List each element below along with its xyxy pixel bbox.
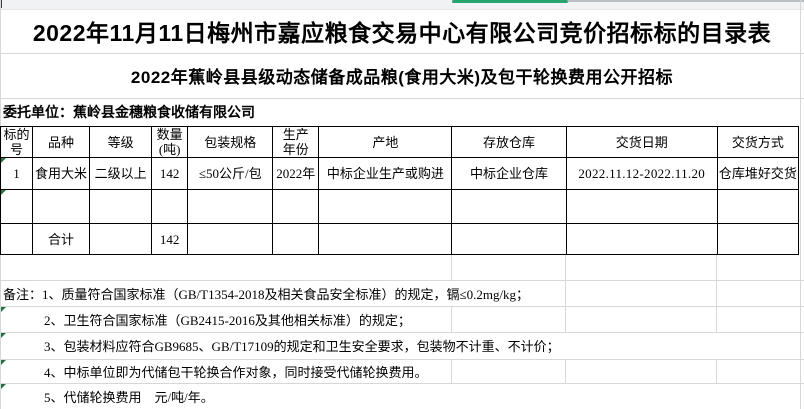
cell-grade: 二级以上 xyxy=(89,157,153,190)
note-line-3: 3、包装材料应符合GB9685、GB/T17109的规定和卫生安全要求，包装物不… xyxy=(44,339,560,354)
cell xyxy=(0,223,34,255)
gridline xyxy=(565,280,566,306)
gridline xyxy=(716,359,717,383)
gridline xyxy=(451,306,452,332)
cell xyxy=(565,223,718,255)
cell-lot-no: 1 xyxy=(0,157,34,190)
gridline xyxy=(0,53,804,54)
loading-progress-bar xyxy=(452,0,568,3)
cell xyxy=(89,223,153,255)
green-triangle-marker xyxy=(1,307,6,312)
gridline xyxy=(0,332,804,333)
green-triangle-marker xyxy=(1,384,6,389)
note-line-4: 4、中标单位即为代储包干轮换合作对象，同时接受代储轮换费用。 xyxy=(44,364,428,380)
table-row-empty xyxy=(0,189,800,224)
gridline xyxy=(451,254,452,280)
entrust-unit-label: 委托单位：蕉岭县金穗粮食收储有限公司 xyxy=(3,104,255,120)
cell-total-label: 合计 xyxy=(32,223,91,255)
title-row: 2022年11月11日梅州市嘉应粮食交易中心有限公司竞价招标标的目录表 xyxy=(0,9,804,53)
col-header-production-year: 生产 年份 xyxy=(272,126,320,158)
cell-origin: 中标企业生产或购进 xyxy=(318,157,453,190)
cell xyxy=(272,189,320,224)
cell xyxy=(716,189,800,224)
gridline xyxy=(716,254,717,280)
cell xyxy=(318,189,453,224)
tender-subtitle: 2022年蕉岭县县级动态储备成品粮(食用大米)及包干轮换费用公开招标 xyxy=(130,68,674,87)
table-row: 1 食用大米 二级以上 142 ≤50公斤/包 2022年 中标企业生产或购进 … xyxy=(0,157,800,190)
gridline xyxy=(0,98,804,99)
col-header-delivery-method: 交货方式 xyxy=(716,126,800,158)
corner-artifact xyxy=(0,0,2,8)
gridline xyxy=(0,359,804,360)
gridline xyxy=(0,306,804,307)
note-line-1: 备注：1、质量符合国家标准（GB/T1354-2018及相关食品安全标准）的规定… xyxy=(3,286,530,302)
cell xyxy=(187,189,274,224)
cell xyxy=(451,223,567,255)
cell-total-quantity: 142 xyxy=(151,223,189,255)
cell-quantity: 142 xyxy=(151,157,189,190)
gridline xyxy=(451,359,452,383)
cell-variety: 食用大米 xyxy=(32,157,91,190)
cell xyxy=(716,223,800,255)
gridline xyxy=(565,359,566,383)
gridline xyxy=(716,306,717,332)
catalog-table: 标的 号 品种 等级 数量 (吨) 包装规格 生产 年份 产地 存放仓库 交货日… xyxy=(0,126,800,255)
entrust-row: 委托单位：蕉岭县金穗粮食收储有限公司 xyxy=(0,98,804,126)
cell xyxy=(151,189,189,224)
gridline xyxy=(800,0,801,409)
col-header-lot-no: 标的 号 xyxy=(0,126,34,158)
green-triangle-marker xyxy=(1,333,6,338)
cell-production-year: 2022年 xyxy=(272,157,320,190)
gridline xyxy=(565,306,566,332)
gridline xyxy=(0,383,804,384)
cell xyxy=(32,189,91,224)
col-header-storage-warehouse: 存放仓库 xyxy=(451,126,567,158)
gridline xyxy=(565,254,566,280)
green-triangle-marker xyxy=(1,190,6,195)
cell-packaging: ≤50公斤/包 xyxy=(187,157,274,190)
browser-top-strip xyxy=(0,0,804,10)
col-header-grade: 等级 xyxy=(89,126,153,158)
cell-delivery-method: 仓库堆好交货 xyxy=(716,157,800,190)
cell xyxy=(89,189,153,224)
col-header-variety: 品种 xyxy=(32,126,91,158)
col-header-packaging-spec: 包装规格 xyxy=(187,126,274,158)
loading-track xyxy=(568,0,804,2)
subtitle-row: 2022年蕉岭县县级动态储备成品粮(食用大米)及包干轮换费用公开招标 xyxy=(0,53,804,98)
table-header-row: 标的 号 品种 等级 数量 (吨) 包装规格 生产 年份 产地 存放仓库 交货日… xyxy=(0,126,800,158)
table-row-total: 合计 142 xyxy=(0,223,800,255)
col-header-delivery-date: 交货日期 xyxy=(565,126,718,158)
cell-delivery-date: 2022.11.12-2022.11.20 xyxy=(565,157,718,190)
cell xyxy=(272,223,320,255)
col-header-origin: 产地 xyxy=(318,126,453,158)
cell xyxy=(318,223,453,255)
cell xyxy=(565,189,718,224)
cell xyxy=(451,189,567,224)
gridline xyxy=(716,280,717,306)
cell-warehouse: 中标企业仓库 xyxy=(451,157,567,190)
page-title: 2022年11月11日梅州市嘉应粮食交易中心有限公司竞价招标标的目录表 xyxy=(32,20,772,46)
note-line-2: 2、卫生符合国家标准（GB2415-2016及其他相关标准）的规定； xyxy=(44,312,411,328)
green-triangle-marker xyxy=(1,360,6,365)
green-triangle-marker xyxy=(1,158,6,163)
note-line-5: 5、代储轮换费用 元/吨/年。 xyxy=(44,389,214,405)
gridline xyxy=(0,280,804,281)
cell xyxy=(187,223,274,255)
col-header-quantity-tons: 数量 (吨) xyxy=(151,126,189,158)
